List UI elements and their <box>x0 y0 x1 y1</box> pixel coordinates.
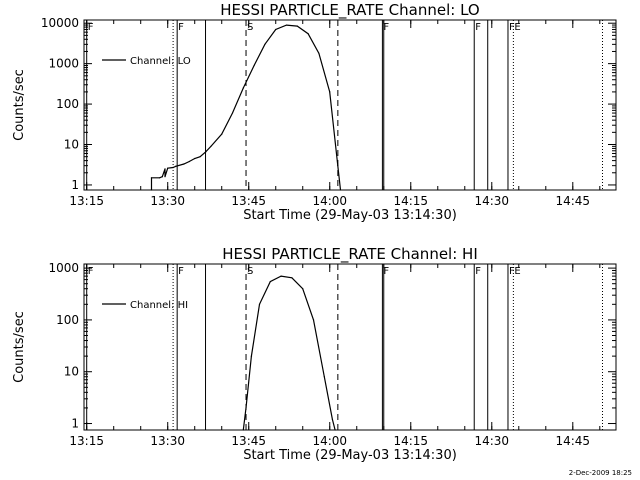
event-marker-label: E <box>514 22 520 33</box>
event-marker-label: F <box>178 266 184 277</box>
y-tick-label: 10 <box>64 138 79 152</box>
data-point <box>307 33 309 35</box>
event-marker-label: F <box>383 266 389 277</box>
x-axis-label: Start Time (29-May-03 13:14:30) <box>243 448 457 463</box>
data-point <box>231 112 234 114</box>
x-tick-label: 13:30 <box>150 194 185 208</box>
x-tick-label: 13:15 <box>69 434 104 448</box>
data-point <box>161 176 163 178</box>
y-tick-label: 1 <box>71 178 79 192</box>
chart-title: HESSI PARTICLE_RATE Channel: HI <box>222 245 478 264</box>
event-marker-label: F <box>475 266 481 277</box>
x-tick-label: 14:30 <box>474 434 509 448</box>
data-point <box>242 87 244 89</box>
series-line <box>242 275 336 431</box>
event-marker-label: F <box>509 266 515 277</box>
chart-title: HESSI PARTICLE_RATE Channel: LO <box>220 1 479 20</box>
data-point <box>337 165 339 167</box>
event-marker-label: F <box>88 22 94 33</box>
data-point <box>175 165 177 167</box>
y-tick-label: 1000 <box>48 57 79 71</box>
data-point <box>221 133 223 135</box>
data-point <box>250 355 253 357</box>
data-point <box>164 176 166 178</box>
data-point <box>172 166 174 169</box>
lo-channel-panel: HESSI PARTICLE_RATE Channel: LO 13:15 13:3… <box>12 1 617 223</box>
event-marker-label: F <box>178 22 184 33</box>
data-point <box>291 277 293 279</box>
y-tick-label: 100 <box>56 97 79 111</box>
x-tick-label: 13:30 <box>150 434 185 448</box>
data-point <box>194 157 196 160</box>
y-tick-label: 10 <box>64 365 79 379</box>
data-point <box>296 25 298 27</box>
event-marker-label: S <box>247 266 253 277</box>
event-marker-label: S <box>247 22 253 33</box>
data-point <box>323 376 325 378</box>
data-point <box>150 177 153 179</box>
data-point <box>334 429 336 431</box>
x-tick-label: 13:45 <box>231 194 266 208</box>
x-tick-label: 14:30 <box>474 194 509 208</box>
y-tick-label: 1 <box>71 417 79 431</box>
x-tick-label: 14:45 <box>555 194 590 208</box>
data-point <box>275 28 277 31</box>
hi-channel-panel: HESSI PARTICLE_RATE Channel: HI 13:15 13:3… <box>12 245 617 463</box>
data-point <box>302 288 304 290</box>
data-point <box>188 160 190 163</box>
data-point <box>312 319 315 321</box>
event-marker-label: F <box>509 22 515 33</box>
data-point <box>204 151 207 153</box>
x-tick-label: 13:45 <box>231 434 266 448</box>
data-point <box>329 91 331 93</box>
legend-label: Channel: LO <box>130 56 191 67</box>
x-tick-label: 14:15 <box>393 434 428 448</box>
data-point <box>280 275 282 277</box>
event-marker-label: F <box>88 266 94 277</box>
data-point <box>167 167 169 169</box>
data-point <box>269 280 271 283</box>
series-line <box>150 24 342 191</box>
data-point <box>183 163 185 165</box>
x-tick-label: 14:00 <box>312 194 347 208</box>
x-tick-label: 14:15 <box>393 194 428 208</box>
y-tick-label: 100 <box>56 313 79 327</box>
x-tick-label: 13:15 <box>69 194 104 208</box>
legend-label: Channel: HI <box>130 300 188 311</box>
data-point <box>331 418 334 421</box>
event-marker-label: F <box>383 22 389 33</box>
plot-frame <box>83 19 617 191</box>
data-point <box>159 177 161 179</box>
data-point <box>242 429 244 431</box>
y-tick-label: 10000 <box>41 16 79 30</box>
data-point <box>253 64 255 67</box>
x-tick-label: 14:00 <box>312 434 347 448</box>
data-point <box>245 407 247 409</box>
y-tick-label: 1000 <box>48 261 79 275</box>
data-point <box>285 24 288 26</box>
data-point <box>264 43 266 45</box>
data-point <box>318 52 320 54</box>
plot-frame <box>83 263 617 431</box>
x-axis-label: Start Time (29-May-03 13:14:30) <box>243 208 457 223</box>
data-point <box>199 156 201 158</box>
y-axis-label: Counts/sec <box>12 69 27 141</box>
x-tick-label: 14:45 <box>555 434 590 448</box>
data-point <box>339 189 342 191</box>
event-marker-label: E <box>514 266 520 277</box>
data-point <box>164 168 166 170</box>
data-point <box>150 189 153 191</box>
data-point <box>210 145 212 147</box>
event-marker-label: F <box>475 22 481 33</box>
y-axis-label: Counts/sec <box>12 311 27 383</box>
data-point <box>258 303 261 305</box>
timestamp-footer: 2-Dec-2009 18:25 <box>569 469 632 477</box>
